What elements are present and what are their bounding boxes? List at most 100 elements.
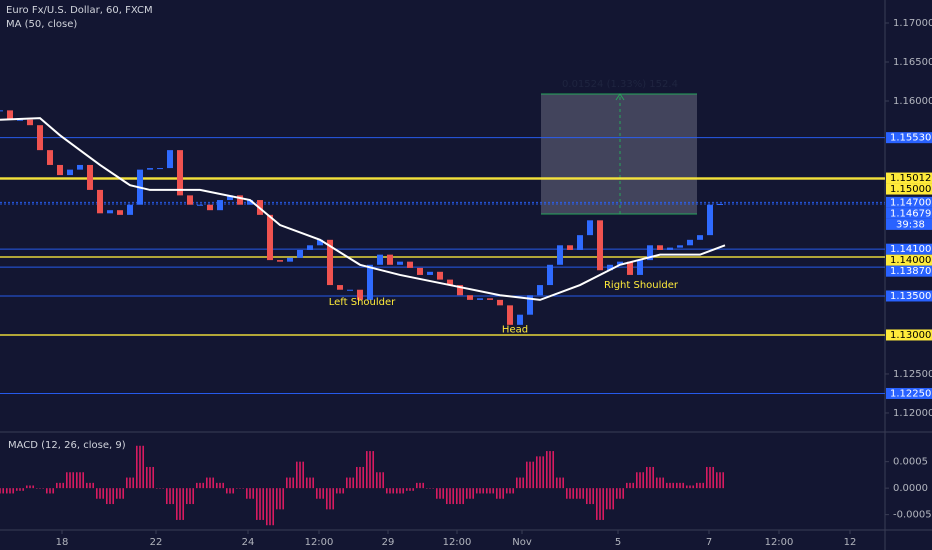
macd-bar [82, 472, 84, 489]
candle [447, 279, 453, 286]
macd-bar [542, 456, 544, 489]
macd-tick-label: -0.0005 [893, 510, 932, 521]
candle [77, 164, 83, 170]
macd-bar [586, 488, 588, 505]
macd-bar [546, 451, 548, 489]
macd-bar [686, 485, 688, 489]
macd-bar [342, 488, 344, 494]
macd-bar [339, 488, 341, 494]
macd-bar [419, 482, 421, 489]
macd-bar [312, 477, 314, 489]
macd-bar [689, 485, 691, 489]
candle [477, 298, 483, 300]
level-label-bg [886, 387, 932, 399]
macd-label: MACD (12, 26, close, 9) [8, 440, 126, 451]
candle [107, 210, 113, 214]
annotation: Head [502, 325, 528, 336]
macd-bar [426, 488, 428, 489]
y-tick-label: 1.16000 [893, 96, 932, 107]
macd-bar [482, 488, 484, 494]
macd-bar [682, 482, 684, 489]
candle [117, 210, 123, 215]
candle [317, 239, 323, 246]
macd-bar [56, 482, 58, 489]
macd-bar [66, 472, 68, 489]
level-label-bg [886, 254, 932, 266]
macd-bar [606, 488, 608, 510]
candle [227, 195, 233, 201]
level-label: 1.14000 [890, 255, 931, 266]
macd-bar [72, 472, 74, 489]
macd-bar [592, 488, 594, 505]
macd-bar [199, 482, 201, 489]
candle [407, 261, 413, 268]
candle [497, 299, 503, 306]
macd-bar [486, 488, 488, 494]
candle [17, 119, 23, 121]
macd-bar [186, 488, 188, 505]
macd-bar [216, 482, 218, 489]
macd-bar [669, 482, 671, 489]
macd-bar [266, 488, 268, 526]
macd-bar [246, 488, 248, 499]
level-label-bg [886, 207, 932, 219]
macd-bar [59, 482, 61, 489]
candle [527, 295, 533, 315]
macd-bar [222, 482, 224, 489]
macd-bar [439, 488, 441, 499]
macd-bar [32, 485, 34, 489]
macd-bar [672, 482, 674, 489]
candle [507, 305, 513, 325]
x-tick-label: 5 [615, 537, 621, 548]
macd-bar [152, 466, 154, 489]
macd-bar [272, 488, 274, 526]
macd-bar [622, 488, 624, 499]
macd-bar [162, 488, 164, 489]
macd-bar [126, 477, 128, 489]
macd-bar [69, 472, 71, 489]
macd-bar [26, 485, 28, 489]
ma-label: MA (50, close) [6, 19, 77, 30]
macd-bar [656, 477, 658, 489]
x-tick-label: 24 [242, 537, 255, 548]
macd-bar [206, 477, 208, 489]
countdown-bg [886, 218, 932, 230]
macd-bar [596, 488, 598, 520]
measure-box [541, 94, 697, 214]
level-label-bg [886, 243, 932, 255]
x-tick-label: 18 [56, 537, 69, 548]
macd-bar [516, 477, 518, 489]
candle [67, 169, 73, 176]
macd-bar [219, 482, 221, 489]
macd-bar [296, 461, 298, 489]
macd-tick-label: 0.0000 [893, 483, 928, 494]
y-tick-label: 1.12000 [893, 408, 932, 419]
macd-bar [649, 466, 651, 489]
candle [557, 245, 563, 265]
candle [47, 150, 53, 165]
candle [337, 285, 343, 290]
candle [667, 247, 673, 250]
macd-bar [582, 488, 584, 499]
macd-bar [6, 488, 8, 494]
macd-bar [536, 456, 538, 489]
macd-bar [506, 488, 508, 494]
macd-bar [102, 488, 104, 499]
symbol-title: Euro Fx/U.S. Dollar, 60, FXCM [6, 5, 153, 16]
macd-bar [79, 472, 81, 489]
macd-bar [446, 488, 448, 505]
macd-bar [529, 461, 531, 489]
macd-bar [316, 488, 318, 499]
macd-bar [346, 477, 348, 489]
macd-bar [119, 488, 121, 499]
candle [657, 245, 663, 250]
macd-bar [462, 488, 464, 505]
macd-bar [632, 482, 634, 489]
macd-bar [702, 482, 704, 489]
macd-bar [512, 488, 514, 494]
macd-bar [549, 451, 551, 489]
macd-bar [189, 488, 191, 505]
macd-bar [492, 488, 494, 494]
macd-bar [46, 488, 48, 494]
